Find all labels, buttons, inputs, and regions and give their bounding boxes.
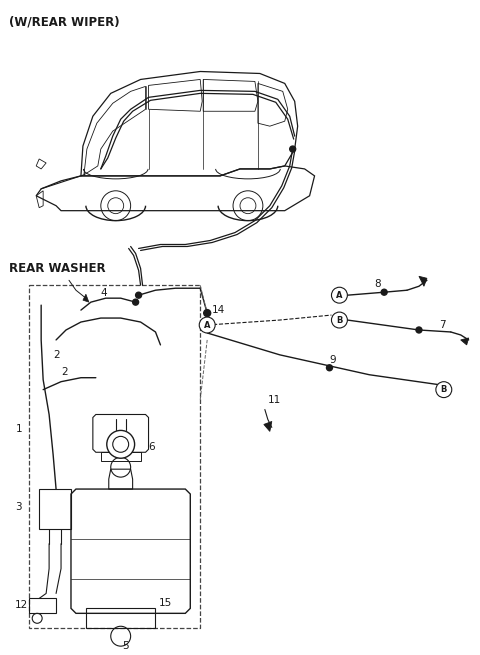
Text: 7: 7 <box>439 320 445 330</box>
Text: 15: 15 <box>158 599 172 608</box>
Text: B: B <box>336 316 343 324</box>
Polygon shape <box>83 294 89 302</box>
Text: 2: 2 <box>61 367 68 377</box>
Text: 3: 3 <box>15 502 22 512</box>
Text: 11: 11 <box>268 394 281 405</box>
Circle shape <box>204 310 211 316</box>
Text: 9: 9 <box>329 355 336 365</box>
Text: B: B <box>441 385 447 394</box>
Circle shape <box>332 312 348 328</box>
Circle shape <box>381 290 387 295</box>
Text: 14: 14 <box>212 305 226 315</box>
Circle shape <box>290 146 296 152</box>
Text: 6: 6 <box>148 442 155 453</box>
Circle shape <box>136 292 142 298</box>
Text: 1: 1 <box>16 424 23 434</box>
Text: 8: 8 <box>374 279 381 290</box>
Text: 4: 4 <box>101 288 108 298</box>
Text: 12: 12 <box>15 601 28 610</box>
Circle shape <box>436 382 452 398</box>
Circle shape <box>199 317 215 333</box>
Circle shape <box>132 299 139 305</box>
Text: 2: 2 <box>53 350 60 360</box>
Polygon shape <box>264 421 272 432</box>
Circle shape <box>416 327 422 333</box>
Text: (W/REAR WIPER): (W/REAR WIPER) <box>9 16 120 29</box>
Text: A: A <box>336 291 343 300</box>
Circle shape <box>326 365 333 371</box>
Text: A: A <box>204 320 210 329</box>
Text: REAR WASHER: REAR WASHER <box>9 263 106 275</box>
Polygon shape <box>461 338 468 345</box>
Polygon shape <box>419 276 427 286</box>
Circle shape <box>332 288 348 303</box>
Circle shape <box>107 430 134 458</box>
Text: 5: 5 <box>123 641 129 651</box>
